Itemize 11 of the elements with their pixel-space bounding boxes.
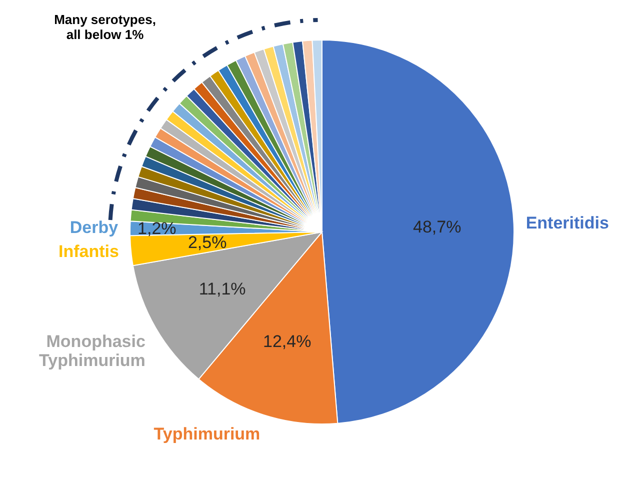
data-label: 12,4% xyxy=(262,332,312,351)
text: Many serotypes, all below 1% xyxy=(54,12,156,42)
slice-label: Enteritidis xyxy=(526,214,609,233)
data-label: 1,2% xyxy=(138,218,176,238)
slice-label: Typhimurium xyxy=(154,424,260,444)
data-label: 2,5% xyxy=(188,233,227,252)
slice-label: Infantis xyxy=(58,242,119,261)
slice-label: Monophasic Typhimurium xyxy=(39,332,146,370)
data-label: 11,1% xyxy=(198,280,246,299)
slice-label: Derby xyxy=(70,218,119,238)
data-label: 48,7% xyxy=(413,217,462,236)
